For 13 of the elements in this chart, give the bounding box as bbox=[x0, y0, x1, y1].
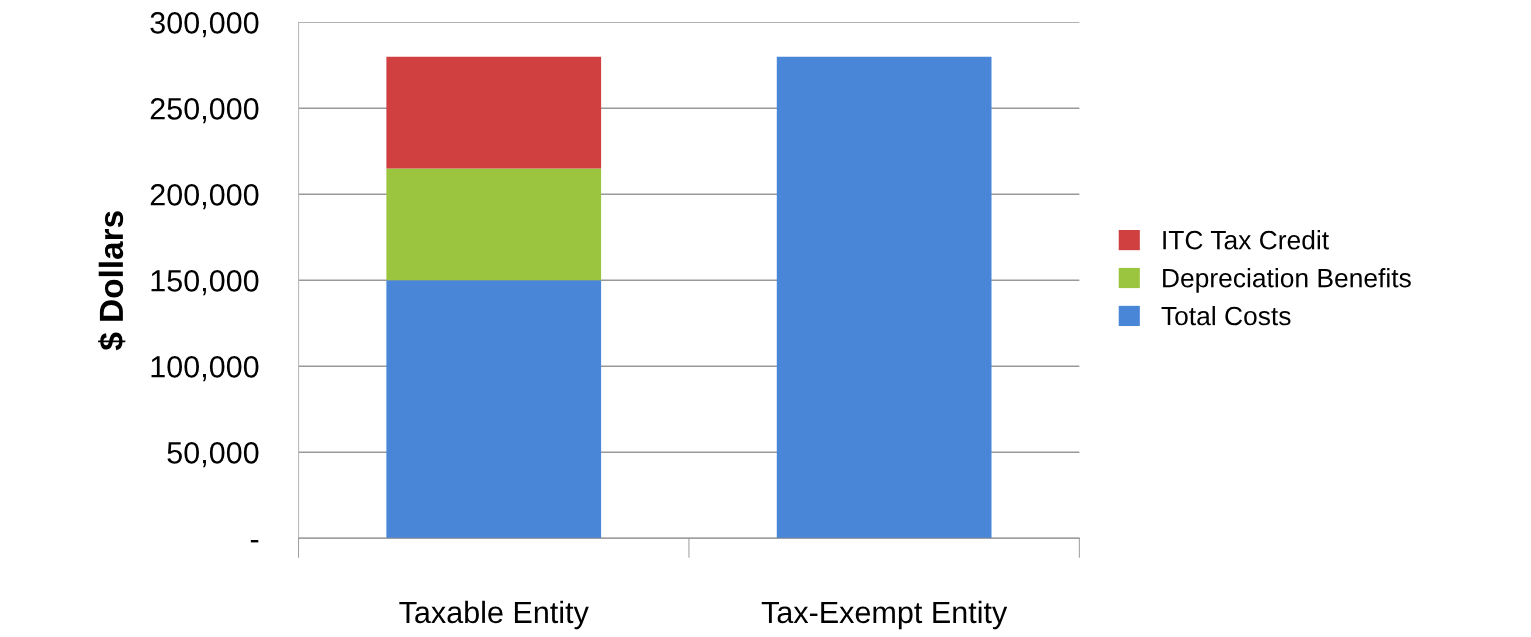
y-tick-label: 200,000 bbox=[150, 184, 259, 210]
y-tick-label: 50,000 bbox=[167, 442, 259, 468]
y-tick-label: 300,000 bbox=[150, 12, 259, 38]
legend-label: ITC Tax Credit bbox=[1163, 230, 1329, 250]
x-tick-label: Tax-Exempt Entity bbox=[761, 600, 1008, 630]
legend-label: Total Costs bbox=[1161, 305, 1291, 326]
y-tick-label: - bbox=[250, 540, 259, 543]
y-tick-label: 250,000 bbox=[150, 98, 259, 124]
legend-label: Depreciation Benefits bbox=[1163, 268, 1411, 293]
y-tick-label: 100,000 bbox=[151, 356, 259, 382]
x-tick-label: Taxable Entity bbox=[399, 600, 589, 630]
y-tick-label: 150,000 bbox=[151, 270, 259, 296]
y-axis-title: $ Dollars bbox=[98, 211, 126, 351]
